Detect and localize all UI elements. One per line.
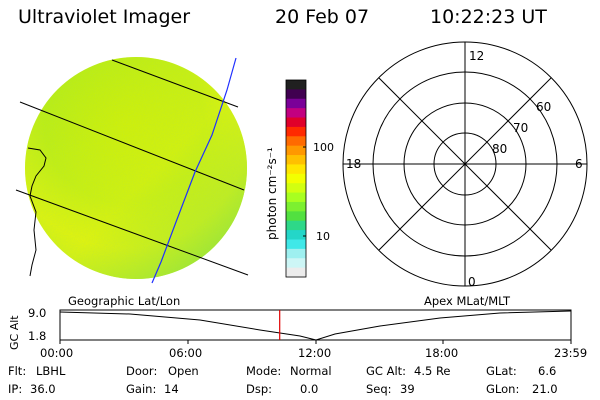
colorbar-frame	[285, 79, 307, 278]
info-door-label: Door:	[126, 364, 158, 378]
instrument-title: Ultraviolet Imager	[18, 6, 191, 28]
colorbar-segment	[286, 211, 306, 222]
mlat-label-60: 60	[536, 100, 551, 114]
info-dsp-value: 0.0	[300, 382, 319, 396]
colorbar-tick-label-10: 10	[316, 230, 330, 243]
colorbar-segment	[286, 230, 306, 241]
info-glon-label: GLon:	[486, 382, 520, 396]
y-tick-1-8: 1.8	[28, 329, 47, 343]
polar-dial	[342, 41, 588, 287]
colorbar-segment	[286, 258, 306, 269]
info-gain-label: Gain:	[126, 382, 157, 396]
timeline-y-axis-label: GC Alt	[8, 315, 21, 350]
colorbar-unit-label: photon cm⁻²s⁻¹	[265, 147, 279, 240]
geo-label: Geographic Lat/Lon	[68, 294, 181, 308]
info-seq-label: Seq:	[366, 382, 392, 396]
colorbar-segment	[286, 108, 306, 119]
colorbar-segment	[286, 164, 306, 175]
date-label: 20 Feb 07	[275, 6, 370, 28]
colorbar-segment	[286, 89, 306, 100]
info-mode-label: Mode:	[246, 364, 282, 378]
info-dsp-label: Dsp:	[246, 382, 273, 396]
y-tick-9: 9.0	[28, 306, 47, 320]
info-flt-value: LBHL	[36, 364, 66, 378]
colorbar-segment	[286, 192, 306, 203]
colorbar-segment	[286, 239, 306, 250]
colorbar-tick-label-100: 100	[313, 141, 334, 154]
colorbar-segment	[286, 201, 306, 212]
colorbar-segment	[286, 155, 306, 166]
mlt-label-0: 0	[468, 275, 476, 289]
colorbar-segment	[286, 136, 306, 147]
info-door-value: Open	[168, 364, 199, 378]
info-flt-label: Flt:	[8, 364, 27, 378]
colorbar-segment	[286, 267, 306, 278]
colorbar-segment	[286, 80, 306, 90]
info-ip-label: IP:	[8, 382, 23, 396]
apex-label: Apex MLat/MLT	[424, 294, 511, 308]
info-ip-value: 36.0	[30, 382, 56, 396]
info-glon-value: 21.0	[532, 382, 558, 396]
geo-grid-lines	[15, 59, 249, 277]
mlt-label-12: 12	[469, 49, 484, 63]
mlat-label-80: 80	[492, 142, 507, 156]
colorbar-segment	[286, 220, 306, 231]
colorbar-segment	[286, 248, 306, 259]
colorbar-segment	[286, 145, 306, 156]
info-gcalt-label: GC Alt:	[366, 364, 407, 378]
x-tick-0600: 06:00	[169, 346, 203, 360]
timeline-ticks	[59, 340, 572, 344]
colorbar-segment	[286, 117, 306, 128]
meridian-line	[151, 57, 237, 284]
x-tick-2359: 23:59	[554, 346, 588, 360]
colorbar-segment	[286, 98, 306, 109]
info-glat-label: GLat:	[486, 364, 517, 378]
altitude-curve	[59, 310, 572, 341]
info-seq-value: 39	[400, 382, 415, 396]
earth-disk-image	[25, 57, 247, 279]
info-glat-value: 6.6	[538, 364, 557, 378]
x-tick-1200: 12:00	[298, 346, 332, 360]
mlt-label-6: 6	[575, 157, 583, 171]
x-tick-0000: 00:00	[40, 346, 74, 360]
x-tick-1800: 18:00	[425, 346, 459, 360]
colorbar-segment	[286, 173, 306, 184]
info-mode-value: Normal	[290, 364, 332, 378]
mlt-label-18: 18	[346, 157, 361, 171]
colorbar	[286, 80, 306, 278]
info-gain-value: 14	[164, 382, 179, 396]
info-gcalt-value: 4.5 Re	[414, 364, 451, 378]
time-label: 10:22:23 UT	[430, 6, 547, 28]
mlat-label-70: 70	[513, 121, 528, 135]
colorbar-segment	[286, 183, 306, 194]
colorbar-segment	[286, 126, 306, 137]
